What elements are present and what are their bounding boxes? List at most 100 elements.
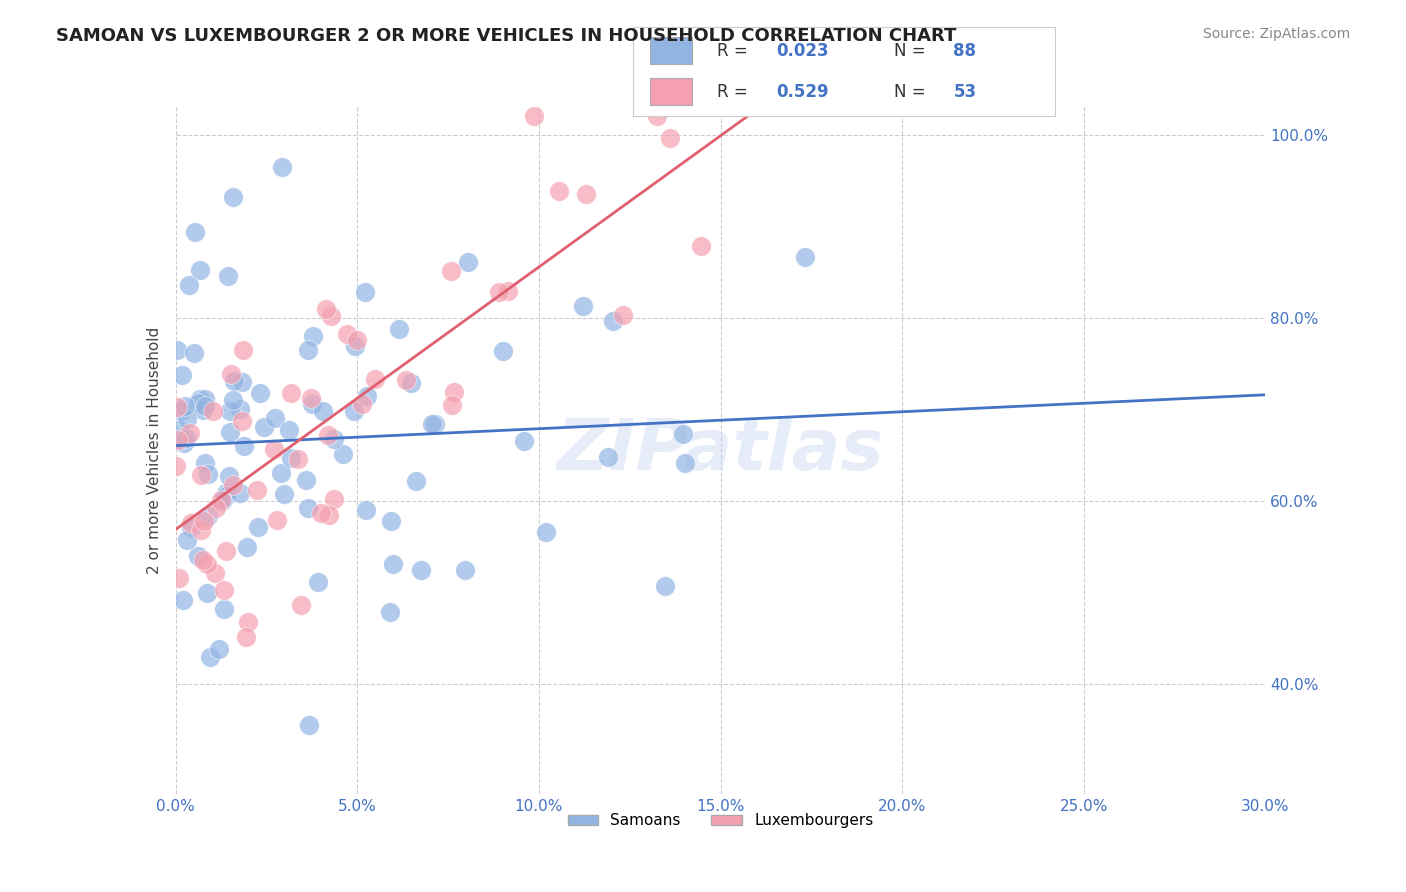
Point (194, 456, 217, 470)
Point (194, 392, 217, 407)
Point (197, 467, 219, 481)
Point (309, 506, 332, 520)
Text: N =: N = (894, 42, 931, 60)
Point (321, 309, 343, 323)
Point (492, 343, 515, 358)
FancyBboxPatch shape (650, 78, 692, 105)
Point (513, 434, 536, 448)
Point (215, 544, 238, 558)
Point (200, 650, 222, 665)
Point (205, 500, 228, 515)
Point (167, 433, 190, 447)
Point (187, 549, 209, 563)
Text: 0.529: 0.529 (776, 83, 828, 101)
Point (238, 615, 260, 629)
Point (174, 432, 197, 446)
Point (307, 574, 329, 589)
Point (212, 601, 235, 615)
Point (364, 372, 387, 386)
Point (201, 404, 224, 418)
Point (253, 420, 276, 434)
Point (572, 299, 595, 313)
Point (290, 598, 312, 612)
Point (315, 302, 337, 317)
Point (218, 469, 240, 483)
Point (231, 375, 253, 389)
Point (547, 185, 569, 199)
Point (232, 439, 254, 453)
Point (523, 109, 546, 123)
Point (273, 487, 295, 501)
Point (246, 483, 269, 497)
Point (411, 563, 433, 577)
Legend: Samoans, Luxembourgers: Samoans, Luxembourgers (561, 807, 880, 834)
Point (280, 386, 302, 401)
Point (224, 374, 246, 388)
Point (212, 583, 235, 598)
Point (457, 255, 479, 269)
Point (169, 572, 191, 586)
Point (190, 523, 212, 537)
Point (354, 285, 377, 299)
Point (191, 553, 214, 567)
Point (298, 717, 321, 731)
Point (235, 630, 257, 644)
Point (301, 397, 323, 411)
Point (264, 411, 287, 425)
Text: 88: 88 (953, 42, 976, 60)
Point (190, 262, 212, 277)
Point (193, 514, 215, 528)
Point (596, 450, 619, 464)
Point (215, 486, 238, 500)
Point (278, 423, 301, 437)
Point (654, 579, 676, 593)
Point (208, 642, 231, 657)
Point (229, 486, 252, 500)
Point (172, 593, 194, 607)
Point (380, 514, 402, 528)
Point (263, 442, 285, 456)
Point (204, 566, 226, 581)
Point (172, 368, 194, 382)
Point (191, 403, 214, 417)
Point (218, 403, 240, 417)
Point (236, 540, 259, 554)
Point (170, 404, 193, 418)
Point (180, 516, 202, 530)
Point (602, 314, 624, 328)
Point (287, 452, 309, 467)
Point (336, 327, 359, 342)
Point (443, 384, 465, 399)
Point (166, 458, 188, 473)
Point (197, 585, 219, 599)
Point (179, 277, 201, 292)
Point (440, 264, 463, 278)
Text: ZIPatlas: ZIPatlas (557, 416, 884, 485)
Point (381, 557, 404, 571)
Point (332, 447, 354, 461)
Point (453, 563, 475, 577)
Point (534, 525, 557, 540)
Text: Source: ZipAtlas.com: Source: ZipAtlas.com (1202, 27, 1350, 41)
Point (266, 513, 288, 527)
FancyBboxPatch shape (650, 37, 692, 64)
Point (271, 160, 294, 174)
Text: 53: 53 (953, 83, 976, 101)
Point (297, 500, 319, 515)
Y-axis label: 2 or more Vehicles in Household: 2 or more Vehicles in Household (146, 326, 162, 574)
Point (496, 284, 519, 298)
Point (187, 395, 209, 409)
Point (229, 402, 252, 417)
Point (197, 508, 219, 523)
Point (167, 423, 190, 437)
Point (378, 605, 401, 619)
Point (295, 473, 318, 487)
Point (302, 329, 325, 343)
Point (217, 268, 239, 283)
Point (166, 401, 188, 415)
Point (658, 131, 681, 145)
Point (425, 417, 447, 432)
Point (299, 391, 322, 405)
Point (209, 493, 232, 508)
Text: SAMOAN VS LUXEMBOURGER 2 OR MORE VEHICLES IN HOUSEHOLD CORRELATION CHART: SAMOAN VS LUXEMBOURGER 2 OR MORE VEHICLE… (56, 27, 956, 45)
